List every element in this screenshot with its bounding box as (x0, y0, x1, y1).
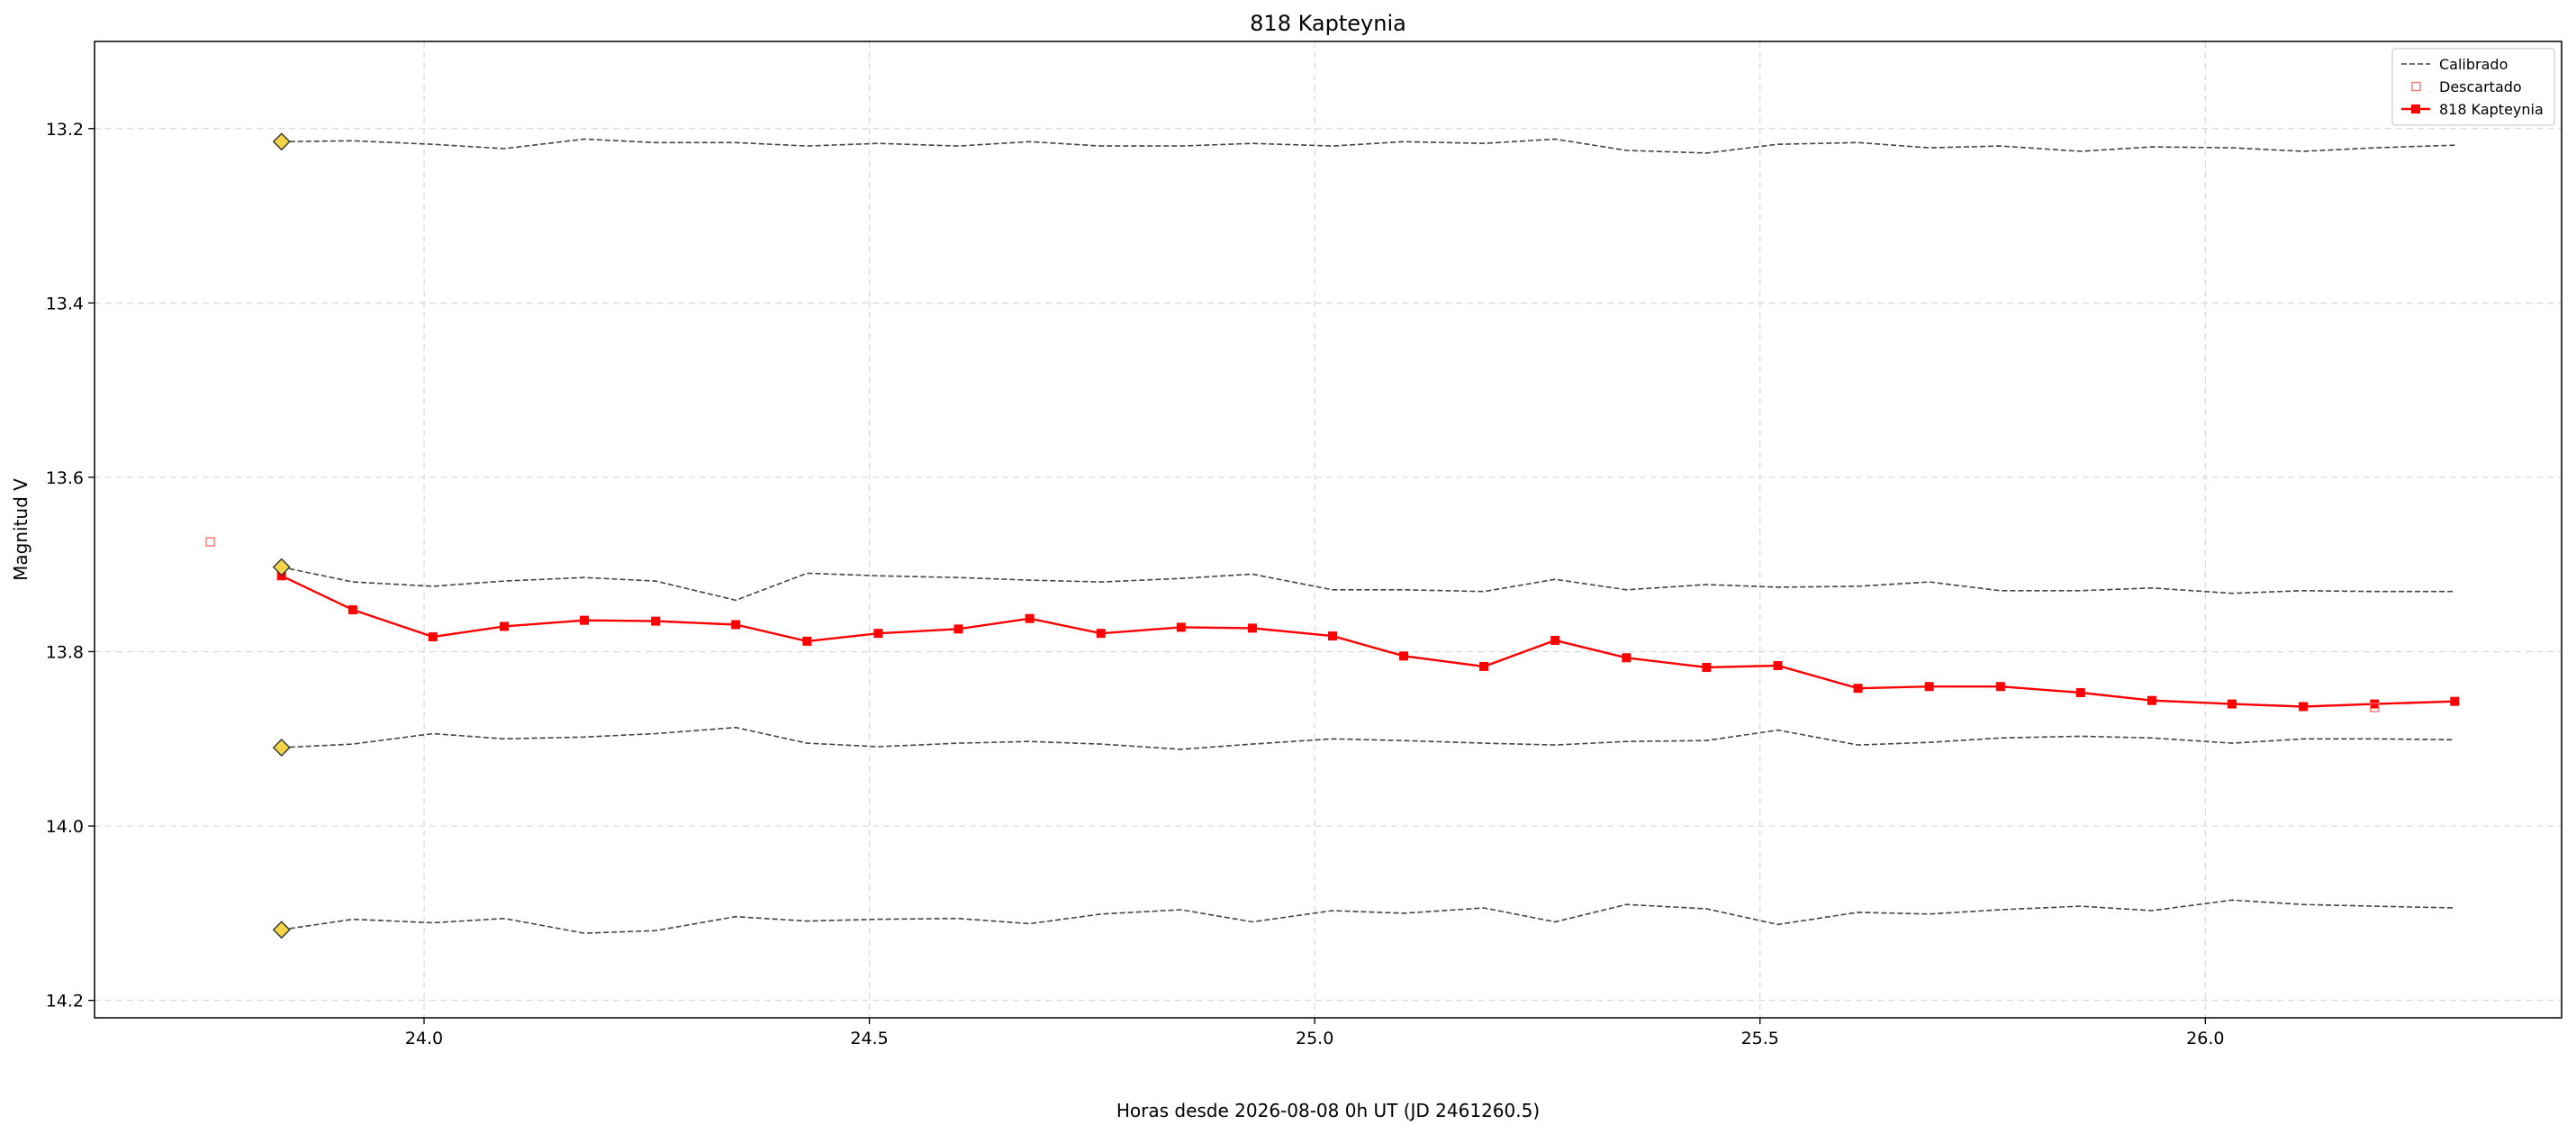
legend-swatch-marker (2411, 104, 2420, 113)
y-tick-label: 14.0 (46, 817, 84, 837)
data-point (651, 616, 661, 626)
y-axis-title: Magnitud V (10, 478, 32, 581)
comparison-marker-layer (272, 132, 291, 939)
legend-box (2391, 48, 2555, 126)
data-point (1924, 682, 1934, 692)
x-tick-label: 24.5 (850, 1029, 888, 1048)
data-point (731, 620, 741, 630)
data-point (1995, 682, 2005, 692)
data-point (1853, 684, 1863, 694)
data-point (802, 636, 812, 646)
legend-item: 818 Kapteynia (2401, 101, 2544, 118)
chart-title: 818 Kapteynia (1250, 11, 1406, 36)
data-point (2147, 695, 2156, 705)
x-tick-label: 25.0 (1296, 1029, 1333, 1048)
data-point (1773, 660, 1783, 670)
x-tick-label: 25.5 (1741, 1029, 1779, 1048)
calibration-line-1 (281, 138, 2455, 154)
comparison-marker (272, 558, 291, 576)
data-point (428, 632, 438, 642)
data-point (1702, 662, 1712, 672)
x-tick-label: 24.0 (405, 1029, 443, 1048)
comparison-marker (272, 921, 291, 939)
data-point (2299, 702, 2309, 712)
data-point (1622, 653, 1631, 663)
data-point (2075, 687, 2085, 697)
discarded-point (205, 537, 215, 547)
legend-label: Descartado (2439, 78, 2522, 95)
legend-items: Calibrado Descartado 818 Kapteynia (2401, 56, 2544, 118)
data-point (1479, 661, 1489, 671)
data-point (580, 615, 590, 625)
legend-swatch (2411, 81, 2421, 92)
plot-frame (94, 41, 2562, 1019)
discarded-point (2370, 703, 2380, 712)
legend-label: Calibrado (2439, 56, 2508, 73)
comparison-marker (272, 738, 291, 757)
legend-label: 818 Kapteynia (2439, 101, 2544, 118)
series-line (281, 575, 2455, 708)
data-point (1550, 635, 1560, 645)
data-point (1327, 631, 1337, 641)
y-tick-label: 14.2 (46, 992, 84, 1012)
data-point (873, 629, 883, 639)
data-point (1096, 629, 1106, 639)
data-point (348, 605, 357, 615)
comparison-marker (272, 132, 291, 151)
y-tick-label: 13.4 (46, 294, 84, 313)
grid-layer (95, 41, 2562, 1018)
data-point (1176, 622, 1186, 632)
y-tick-label: 13.8 (46, 643, 84, 663)
data-point (1247, 623, 1257, 633)
data-point (1025, 613, 1035, 623)
y-tick-label: 13.6 (46, 468, 84, 488)
data-point (1399, 651, 1409, 661)
tick-layer: 24.0 24.5 25.0 25.5 26.0 13.2 13.4 13.6 13.8 14.0… (46, 120, 2225, 1048)
x-axis-title: Horas desde 2026-08-08 0h UT (JD 2461260… (1116, 1100, 1540, 1121)
legend-item: Calibrado (2401, 56, 2508, 73)
calibration-line-3 (281, 726, 2455, 750)
legend: Calibrado Descartado 818 Kapteynia (2391, 48, 2555, 126)
calibration-layer (281, 138, 2455, 934)
y-tick-label: 13.2 (46, 120, 84, 140)
series-layer (276, 571, 2460, 712)
discarded-layer (205, 537, 2380, 712)
data-point (2450, 696, 2460, 706)
calibration-line-4 (281, 899, 2455, 934)
legend-item: Descartado (2411, 78, 2522, 95)
calibration-line-2 (281, 566, 2455, 602)
data-point (2228, 699, 2237, 709)
data-point (500, 621, 510, 631)
data-point (954, 624, 963, 634)
x-tick-label: 26.0 (2186, 1029, 2224, 1048)
